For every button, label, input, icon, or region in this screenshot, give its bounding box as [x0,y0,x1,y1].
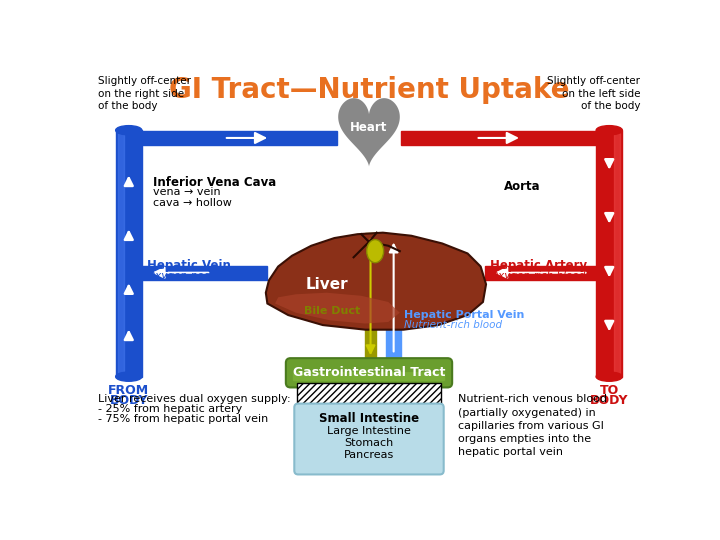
Ellipse shape [596,372,622,381]
Bar [596,130,622,377]
Text: Slightly off-center
on the left side
of the body: Slightly off-center on the left side of … [547,76,640,111]
FancyBboxPatch shape [294,403,444,475]
Text: Hepatic Vein: Hepatic Vein [148,259,231,272]
Bar [142,131,337,145]
Text: vena → vein: vena → vein [153,187,221,197]
Bar [118,133,124,374]
Bar [297,383,441,408]
Text: Hepatic Artery: Hepatic Artery [490,259,587,272]
Text: BODY: BODY [109,394,148,407]
Text: Inferior Vena Cava: Inferior Vena Cava [153,177,276,190]
Text: Small Intestine: Small Intestine [319,411,419,425]
Text: Nutrient-rich venous blood
(partially oxygenated) in
capillaries from various GI: Nutrient-rich venous blood (partially ox… [459,394,607,457]
Bar [365,233,376,362]
Text: Large Intestine: Large Intestine [327,426,411,436]
FancyBboxPatch shape [286,358,452,387]
Polygon shape [266,233,486,330]
Text: Nutrient-rich blood: Nutrient-rich blood [405,320,503,330]
Bar [142,266,267,280]
Text: GI Tract—Nutrient Uptake: GI Tract—Nutrient Uptake [168,76,570,104]
Ellipse shape [366,240,384,262]
Bar [386,236,401,362]
Text: - 25% from hepatic artery: - 25% from hepatic artery [98,404,242,414]
Bar [401,131,596,145]
Bar [116,130,142,377]
Polygon shape [338,98,400,167]
Ellipse shape [116,126,142,135]
Text: Stomach: Stomach [344,438,394,448]
Text: Oxygen-poor blood: Oxygen-poor blood [148,271,247,281]
Text: Slightly off-center
on the right side
of the body: Slightly off-center on the right side of… [98,76,191,111]
Text: Liver: Liver [305,276,348,292]
Text: TO: TO [600,384,619,397]
Text: Gastrointestinal Tract: Gastrointestinal Tract [293,366,445,379]
Text: Pancreas: Pancreas [344,450,394,460]
Text: - 75% from hepatic portal vein: - 75% from hepatic portal vein [98,414,269,424]
Text: BODY: BODY [590,394,629,407]
Text: Oxygen-rich blood: Oxygen-rich blood [490,271,585,281]
Text: Bile Duct: Bile Duct [304,306,360,316]
Text: Heart: Heart [351,122,387,134]
Text: Liver receives dual oxygen supply:: Liver receives dual oxygen supply: [98,394,291,404]
Text: FROM: FROM [108,384,149,397]
Text: Hepatic Portal Vein: Hepatic Portal Vein [405,310,525,320]
Bar [614,133,620,374]
FancyBboxPatch shape [293,372,445,381]
Ellipse shape [116,372,142,381]
Polygon shape [275,293,400,323]
Text: Aorta: Aorta [504,180,541,193]
Bar [485,266,596,280]
Text: cava → hollow: cava → hollow [153,198,233,208]
Ellipse shape [596,126,622,135]
